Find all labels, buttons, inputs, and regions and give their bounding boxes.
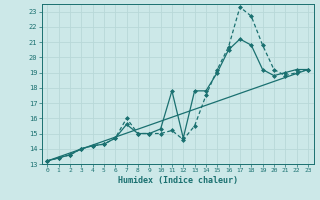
X-axis label: Humidex (Indice chaleur): Humidex (Indice chaleur) — [118, 176, 237, 185]
